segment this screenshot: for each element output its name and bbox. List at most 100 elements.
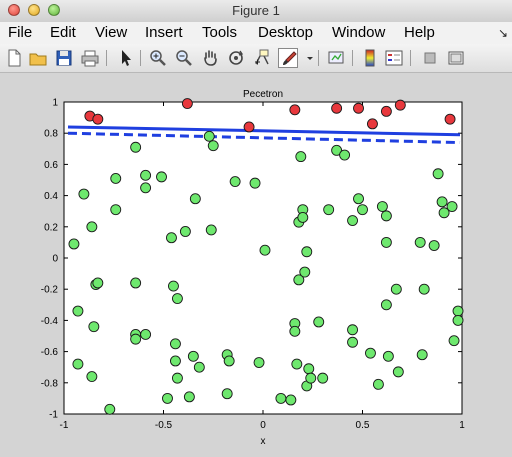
green-data-point: [376, 201, 388, 212]
legend-icon[interactable]: [384, 48, 404, 68]
figure-canvas[interactable]: -1 -0.8 -0.6 -0.4 -0.2 0 0.2 0.4 0.6 0.8 1 -1 -0.5 0…: [0, 73, 512, 457]
print-icon[interactable]: [80, 48, 100, 68]
menu-file[interactable]: File: [8, 24, 33, 41]
solid-boundary-line: [67, 125, 461, 137]
green-data-point: [432, 168, 444, 180]
green-data-point: [171, 372, 183, 384]
zoom-out-icon[interactable]: [174, 48, 194, 68]
green-data-point: [392, 366, 404, 378]
green-data-point: [380, 299, 392, 311]
green-data-point: [353, 193, 364, 205]
close-window-button[interactable]: [8, 4, 20, 16]
green-data-point: [347, 324, 358, 336]
green-data-point: [380, 210, 392, 222]
green-data-point: [205, 224, 217, 236]
green-data-point: [289, 325, 301, 337]
green-data-point: [179, 226, 191, 237]
green-data-point: [207, 140, 219, 152]
green-data-point: [189, 193, 201, 205]
y-tick-label: -0.2: [41, 285, 59, 296]
y-tick-label: 0.2: [44, 222, 58, 233]
colorbar-icon[interactable]: [360, 48, 380, 68]
green-data-point: [130, 141, 142, 153]
menu-tools[interactable]: Tools: [202, 24, 238, 41]
scatter-plot: -1 -0.8 -0.6 -0.4 -0.2 0 0.2 0.4 0.6 0.8 1 -1 -0.5 0…: [41, 89, 465, 447]
green-data-point: [140, 182, 152, 194]
green-data-point: [86, 371, 98, 383]
show-plot-tools-icon[interactable]: [446, 48, 466, 68]
green-data-point: [436, 196, 448, 208]
y-tick-label: -0.8: [41, 378, 59, 389]
x-tick-label: 0: [260, 420, 266, 431]
window-title: Figure 1: [232, 3, 280, 18]
green-data-point: [183, 391, 195, 403]
green-data-point: [72, 358, 84, 370]
minimize-window-button[interactable]: [28, 4, 40, 16]
green-data-point: [72, 305, 84, 317]
green-data-point: [166, 232, 177, 244]
green-data-point: [452, 314, 464, 326]
chart-title: Pecetron: [243, 89, 283, 100]
green-data-point: [305, 372, 317, 384]
green-data-point: [303, 363, 315, 375]
green-data-point: [68, 238, 80, 250]
green-data-point: [299, 266, 311, 278]
new-file-icon[interactable]: [4, 48, 24, 68]
menu-insert[interactable]: Insert: [145, 24, 183, 41]
green-data-point: [372, 378, 384, 390]
x-tick-label: -0.5: [155, 420, 173, 431]
toolbar-separator: [140, 50, 141, 66]
green-data-point: [86, 221, 98, 233]
menu-view[interactable]: View: [95, 24, 128, 41]
x-axis-label: x: [261, 436, 266, 447]
green-data-point: [295, 151, 307, 163]
save-icon[interactable]: [54, 48, 74, 68]
green-data-point: [162, 392, 173, 404]
data-cursor-icon[interactable]: [252, 48, 272, 68]
green-data-point: [339, 149, 351, 161]
select-arrow-icon[interactable]: [116, 48, 136, 68]
green-data-point: [428, 240, 440, 251]
open-folder-icon[interactable]: [28, 48, 48, 68]
brush-dropdown-icon[interactable]: [300, 48, 313, 68]
toolbar-separator: [318, 50, 319, 66]
zoom-window-button[interactable]: [48, 4, 60, 16]
red-data-point: [394, 99, 406, 111]
menu-help[interactable]: Help: [404, 24, 435, 41]
green-data-point: [285, 394, 297, 406]
menu-edit[interactable]: Edit: [50, 24, 76, 41]
figure-toolbar: [0, 44, 512, 73]
green-data-point: [221, 388, 233, 400]
menu-window[interactable]: Window: [332, 24, 386, 41]
green-data-point: [416, 349, 428, 361]
link-plot-icon[interactable]: [326, 48, 346, 68]
green-data-point: [104, 403, 116, 415]
green-data-point: [110, 172, 122, 184]
y-tick-label: 0: [52, 254, 58, 265]
red-data-point: [331, 102, 343, 114]
green-data-point: [452, 305, 464, 317]
green-data-point: [229, 176, 241, 188]
green-data-point: [347, 215, 358, 227]
green-data-point: [291, 358, 303, 370]
hide-plot-tools-icon[interactable]: [420, 48, 440, 68]
green-data-point: [438, 207, 450, 219]
green-data-point: [380, 236, 392, 248]
menu-desktop[interactable]: Desktop: [258, 24, 314, 41]
green-data-point: [331, 144, 343, 156]
zoom-in-icon[interactable]: [148, 48, 168, 68]
y-tick-label: 1: [52, 98, 58, 109]
plot-axes-area: [63, 101, 463, 415]
green-data-point: [446, 201, 458, 212]
red-data-point: [92, 113, 104, 125]
rotate-3d-icon[interactable]: [226, 48, 246, 68]
green-data-point: [249, 177, 261, 189]
green-data-point: [365, 347, 376, 359]
menu-overflow-icon[interactable]: ↘: [497, 26, 508, 40]
brush-icon[interactable]: [278, 48, 298, 68]
menu-bar: File Edit View Insert Tools Desktop Wind…: [0, 22, 512, 44]
green-data-point: [130, 333, 142, 345]
green-data-point: [418, 283, 430, 295]
pan-hand-icon[interactable]: [200, 48, 220, 68]
red-data-point: [353, 102, 364, 114]
